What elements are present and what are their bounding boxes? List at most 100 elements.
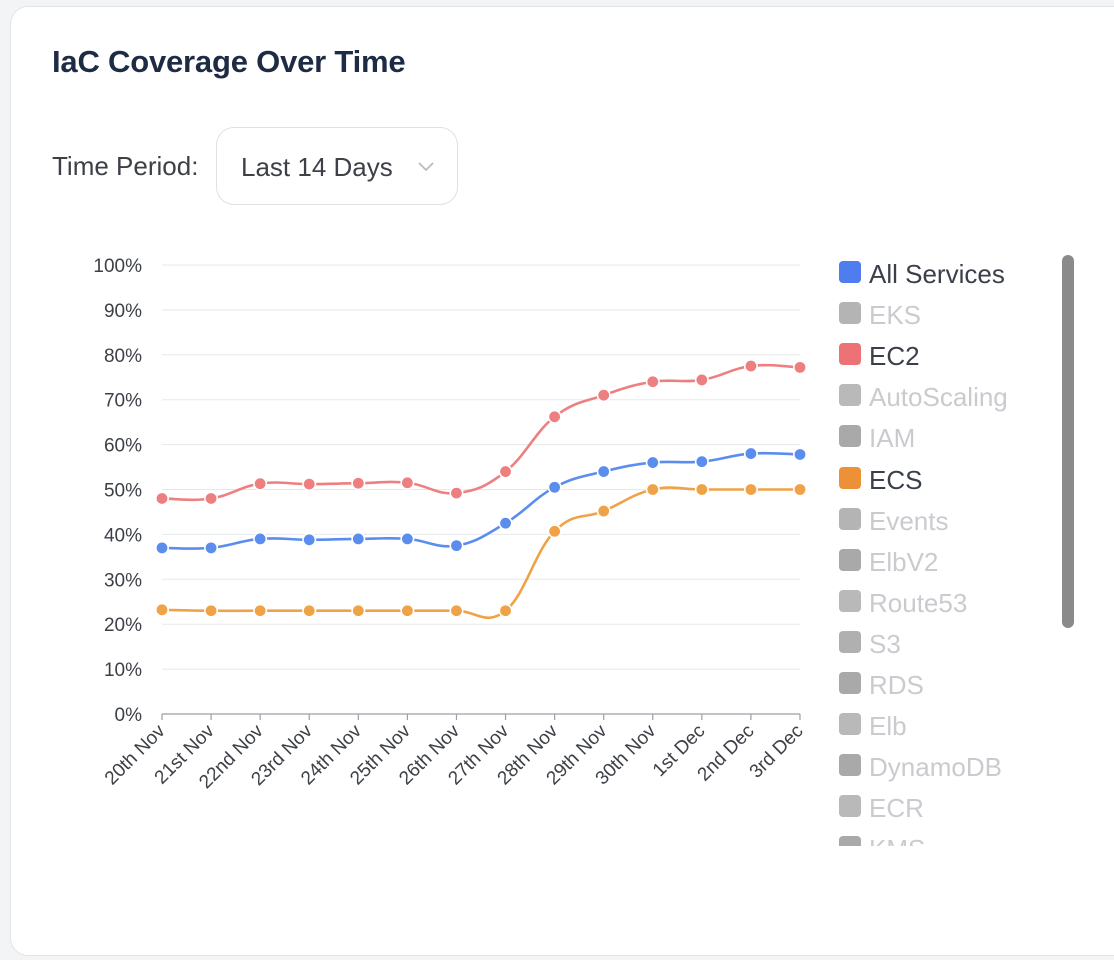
data-point-ec2[interactable]: [596, 388, 611, 403]
legend-item-route53[interactable]: Route53: [836, 583, 1050, 624]
legend-swatch: [839, 425, 861, 448]
legend-label: ECR: [869, 793, 924, 824]
data-point-all-services[interactable]: [596, 464, 611, 479]
y-tick-label: 60%: [104, 436, 142, 457]
data-point-ecs[interactable]: [351, 603, 366, 618]
legend-item-elb[interactable]: Elb: [836, 706, 1050, 747]
data-point-all-services[interactable]: [792, 447, 807, 462]
legend-item-iam[interactable]: IAM: [836, 418, 1050, 459]
legend-item-kms[interactable]: KMS: [836, 829, 1050, 846]
y-tick-label: 90%: [104, 301, 142, 322]
legend-swatch: [839, 343, 861, 366]
legend-swatch: [839, 630, 861, 653]
data-point-all-services[interactable]: [302, 532, 317, 547]
y-tick-label: 80%: [104, 346, 142, 367]
legend-swatch: [839, 261, 861, 283]
legend-item-ec2[interactable]: EC2: [836, 336, 1050, 377]
legend-swatch: [839, 302, 861, 325]
data-point-ec2[interactable]: [547, 409, 562, 424]
legend-item-s3[interactable]: S3: [836, 624, 1050, 665]
data-point-ec2[interactable]: [449, 486, 464, 501]
legend-label: Events: [869, 505, 949, 536]
data-point-all-services[interactable]: [449, 538, 464, 553]
legend-item-dynamodb[interactable]: DynamoDB: [836, 747, 1050, 788]
legend-item-ecs[interactable]: ECS: [836, 460, 1050, 501]
y-tick-label: 50%: [104, 481, 142, 502]
legend-swatch: [839, 713, 861, 736]
legend-scrollbar[interactable]: [1062, 255, 1074, 628]
data-point-ec2[interactable]: [743, 359, 758, 374]
chevron-down-icon: [418, 162, 434, 172]
data-point-all-services[interactable]: [204, 540, 219, 555]
legend-swatch: [839, 754, 861, 777]
y-tick-label: 70%: [104, 391, 142, 412]
legend-item-ecr[interactable]: ECR: [836, 788, 1050, 829]
data-point-ec2[interactable]: [694, 372, 709, 387]
legend-label: EC2: [869, 341, 920, 372]
legend-label: RDS: [869, 670, 924, 700]
data-point-ec2[interactable]: [792, 360, 807, 375]
chart-legend: All Services EKS EC2 AutoScaling IAM ECS Event…: [836, 254, 1050, 846]
legend-swatch: [839, 548, 861, 571]
y-tick-label: 0%: [115, 705, 143, 726]
data-point-ec2[interactable]: [302, 477, 317, 492]
legend-swatch: [839, 672, 861, 694]
data-point-ecs[interactable]: [743, 482, 758, 497]
legend-swatch: [839, 795, 861, 818]
data-point-ecs[interactable]: [694, 482, 709, 497]
data-point-all-services[interactable]: [351, 531, 366, 546]
legend-label: All Services: [869, 259, 1005, 289]
data-point-ecs[interactable]: [645, 482, 660, 497]
data-point-ecs[interactable]: [400, 603, 415, 618]
data-point-ecs[interactable]: [155, 602, 170, 617]
data-point-ecs[interactable]: [449, 603, 464, 618]
legend-item-all-services[interactable]: All Services: [836, 254, 1050, 295]
legend-label: KMS: [869, 834, 925, 846]
data-point-ecs[interactable]: [253, 603, 268, 618]
data-point-ec2[interactable]: [645, 374, 660, 389]
data-point-ec2[interactable]: [351, 476, 366, 491]
legend-swatch: [839, 384, 861, 407]
data-point-ec2[interactable]: [204, 491, 219, 506]
legend-label: DynamoDB: [869, 752, 1002, 783]
legend-swatch: [839, 589, 861, 612]
legend-item-events[interactable]: Events: [836, 501, 1050, 542]
data-point-ecs[interactable]: [547, 524, 562, 539]
coverage-card: [10, 6, 1114, 956]
data-point-ec2[interactable]: [155, 491, 170, 506]
legend-item-eks[interactable]: EKS: [836, 295, 1050, 336]
y-tick-label: 30%: [104, 570, 142, 591]
legend-label: ElbV2: [869, 546, 939, 577]
data-point-ec2[interactable]: [253, 476, 268, 491]
legend-label: ECS: [869, 464, 923, 495]
data-point-all-services[interactable]: [253, 531, 268, 546]
y-tick-label: 100%: [93, 256, 142, 277]
data-point-all-services[interactable]: [743, 446, 758, 461]
data-point-ecs[interactable]: [596, 504, 611, 519]
data-point-ecs[interactable]: [302, 603, 317, 618]
legend-label: S3: [869, 628, 901, 659]
data-point-all-services[interactable]: [400, 531, 415, 546]
legend-swatch: [839, 836, 861, 846]
data-point-all-services[interactable]: [498, 516, 513, 531]
legend-item-rds[interactable]: RDS: [836, 665, 1050, 706]
line-chart: 0%10%20%30%40%50%60%70%80%90%100%20th No…: [93, 256, 808, 793]
data-point-ec2[interactable]: [400, 475, 415, 490]
legend-swatch: [839, 507, 861, 530]
data-point-all-services[interactable]: [645, 455, 660, 470]
data-point-ec2[interactable]: [498, 464, 513, 479]
data-point-ecs[interactable]: [498, 603, 513, 618]
data-point-ecs[interactable]: [204, 603, 219, 618]
series-line-ecs: [161, 486, 800, 620]
data-point-all-services[interactable]: [155, 540, 170, 555]
card-title: IaC Coverage Over Time: [52, 44, 406, 79]
y-tick-label: 20%: [104, 615, 142, 636]
time-period-select[interactable]: Last 14 Days: [216, 127, 458, 205]
x-tick-label: 3rd Dec: [746, 721, 808, 783]
data-point-all-services[interactable]: [547, 480, 562, 495]
data-point-all-services[interactable]: [694, 454, 709, 469]
legend-item-elbv2[interactable]: ElbV2: [836, 542, 1050, 583]
time-period-value: Last 14 Days: [241, 152, 393, 182]
data-point-ecs[interactable]: [792, 482, 807, 497]
legend-item-autoscaling[interactable]: AutoScaling: [836, 377, 1050, 418]
